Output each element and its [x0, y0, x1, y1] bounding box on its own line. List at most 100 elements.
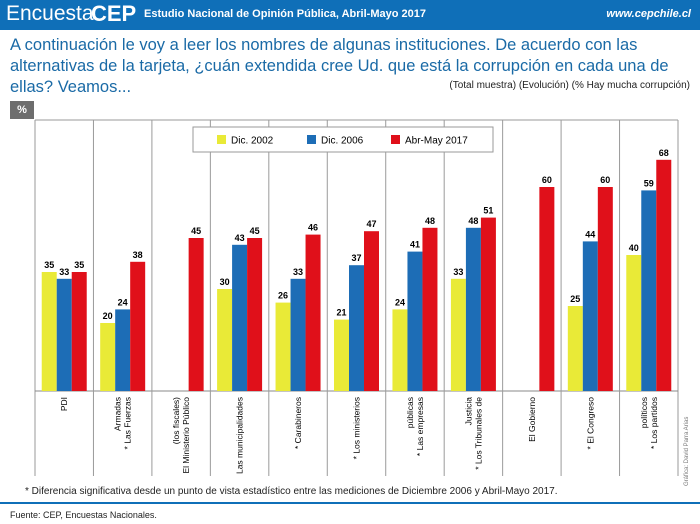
- footer-rule: [0, 502, 700, 504]
- bar: [480, 217, 496, 391]
- data-label: 59: [644, 178, 654, 188]
- data-label: 45: [191, 226, 201, 236]
- data-label: 33: [453, 267, 463, 277]
- category-label-line: PDI: [59, 397, 69, 411]
- data-label: 30: [220, 277, 230, 287]
- category-label-line: públicas: [405, 397, 415, 428]
- bar: [115, 309, 131, 391]
- data-label: 45: [250, 226, 260, 236]
- data-label: 46: [308, 223, 318, 233]
- category-label-line: políticos: [639, 397, 649, 428]
- bar: [275, 302, 291, 391]
- category-label-line: Justicia: [463, 397, 473, 426]
- category-label-line: * Los ministerios: [352, 397, 362, 459]
- bar: [597, 187, 613, 391]
- header-bar: Encuesta CEP Estudio Nacional de Opinión…: [0, 0, 700, 30]
- bar: [364, 231, 379, 391]
- data-label: 60: [542, 175, 552, 185]
- data-label: 43: [235, 233, 245, 243]
- category-label: * Carabineros: [293, 397, 303, 449]
- bar: [450, 278, 466, 391]
- sample-note: (Total muestra) (Evolución) (% Hay mucha…: [449, 80, 690, 91]
- bar: [290, 278, 306, 391]
- category-label: * Los ministerios: [352, 397, 362, 459]
- data-label: 35: [44, 260, 54, 270]
- credit-text: Gráfica: David Parra Arias: [684, 416, 690, 486]
- bar: [407, 251, 423, 391]
- logo-cep: CEP: [91, 1, 137, 26]
- chart-legend: Dic. 2002 Dic. 2006 Abr-May 2017: [192, 126, 494, 153]
- data-label: 24: [395, 297, 405, 307]
- bar: [465, 227, 481, 391]
- category-label-line: * Carabineros: [293, 397, 303, 449]
- legend-box: [192, 126, 494, 153]
- bar: [539, 187, 555, 391]
- data-label: 41: [410, 240, 420, 250]
- logo-encuesta: Encuesta: [6, 2, 94, 25]
- legend-label: Abr-May 2017: [405, 136, 468, 147]
- source-text: Fuente: CEP, Encuestas Nacionales.: [10, 510, 157, 520]
- bar: [641, 190, 657, 391]
- data-label: 33: [293, 267, 303, 277]
- category-label-line: * Los Tribunales de: [473, 397, 483, 470]
- chart-values: 35 33 35 20 24 38 45 30 43 45 26 33 46 21 37 47 24 41 48 33…: [44, 148, 669, 321]
- bar: [422, 227, 438, 391]
- data-label: 20: [103, 311, 113, 321]
- data-label: 35: [74, 260, 84, 270]
- bar: [71, 272, 87, 391]
- footnote: * Diferencia significativa desde un punt…: [25, 486, 558, 497]
- data-label: 38: [133, 250, 143, 260]
- bar: [247, 238, 263, 391]
- category-label: Las municipalidades: [235, 397, 245, 474]
- category-label: PDI: [59, 397, 69, 411]
- bar: [349, 265, 364, 391]
- bar: [130, 261, 146, 391]
- bar: [217, 289, 233, 391]
- category-label-line: * Los partidos: [649, 397, 659, 449]
- data-label: 37: [351, 253, 361, 263]
- legend-swatch: [307, 135, 316, 144]
- data-label: 60: [600, 175, 610, 185]
- legend-swatch: [391, 135, 400, 144]
- bar: [392, 309, 408, 391]
- header-title: Estudio Nacional de Opinión Pública, Abr…: [144, 8, 426, 20]
- bar: [188, 238, 204, 391]
- category-label: El Ministerio Público(los fiscales): [171, 397, 191, 474]
- bar: [582, 241, 598, 391]
- bar: [305, 234, 321, 391]
- data-label: 48: [425, 216, 435, 226]
- bar: [41, 272, 57, 391]
- header-url[interactable]: www.cepchile.cl: [606, 8, 691, 20]
- category-label-line: * Las empresas: [415, 397, 425, 456]
- data-label: 47: [366, 219, 376, 229]
- data-label: 25: [570, 294, 580, 304]
- category-label-line: (los fiscales): [171, 397, 181, 444]
- data-label: 40: [629, 243, 639, 253]
- category-label-line: Armadas: [113, 397, 123, 431]
- bar: [567, 306, 583, 391]
- bar: [100, 323, 116, 391]
- data-label: 33: [59, 267, 69, 277]
- bar: [334, 319, 349, 391]
- category-label-line: El Ministerio Público: [181, 397, 191, 474]
- data-label: 48: [468, 216, 478, 226]
- category-label: El Gobierno: [527, 397, 537, 442]
- data-label: 26: [278, 291, 288, 301]
- category-label-line: Las municipalidades: [235, 397, 245, 474]
- category-label-line: * Las Fuerzas: [123, 397, 133, 449]
- chart-bars: [41, 159, 672, 391]
- percent-badge: %: [10, 101, 34, 119]
- data-label: 21: [336, 308, 346, 318]
- bar: [56, 278, 72, 391]
- data-label: 51: [483, 206, 493, 216]
- question-text: A continuación le voy a leer los nombres…: [10, 36, 669, 96]
- data-label: 44: [585, 229, 595, 239]
- bar: [232, 244, 248, 391]
- category-label: * El Congreso: [585, 397, 595, 450]
